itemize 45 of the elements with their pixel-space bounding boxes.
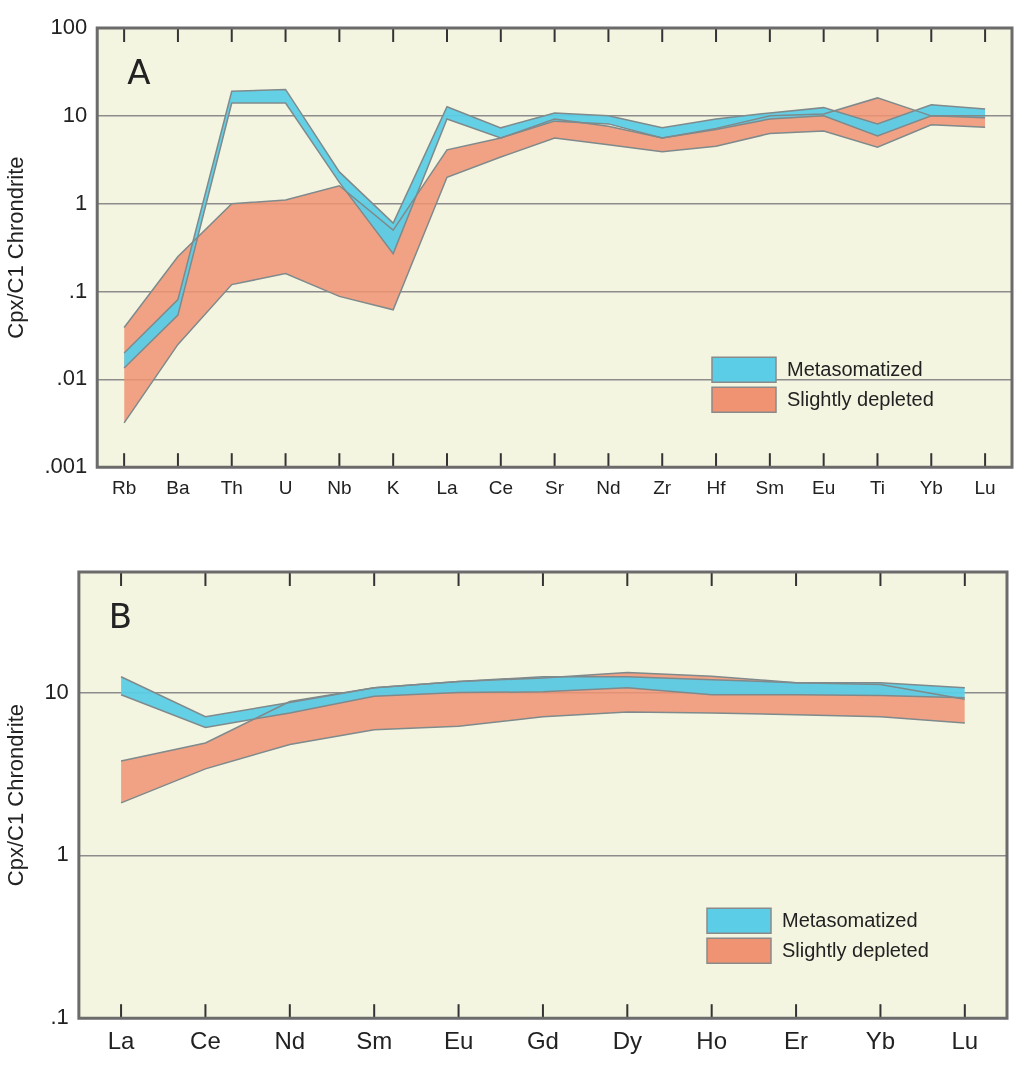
x-tick-label: Ho: [696, 1027, 728, 1055]
x-tick-label: Hf: [706, 476, 727, 498]
y-tick-label: 1: [56, 841, 69, 867]
x-tick-label: Ce: [488, 476, 513, 498]
x-tick-label: Er: [784, 1027, 809, 1055]
y-tick-label: 100: [50, 14, 88, 40]
x-tick-label: Nd: [596, 476, 621, 498]
y-axis-title: Cpx/C1 Chrondrite: [3, 704, 29, 887]
x-tick-label: Sm: [755, 476, 785, 498]
x-tick-label: Lu: [951, 1027, 979, 1055]
x-tick-label: Nb: [327, 476, 352, 498]
x-tick-label: Ce: [190, 1027, 221, 1055]
x-tick-label: Zr: [653, 476, 672, 498]
y-axis-title: Cpx/C1 Chrondrite: [3, 156, 29, 339]
x-tick-label: Lu: [974, 476, 996, 498]
x-tick-label: Dy: [612, 1027, 642, 1055]
legend-label: Slightly depleted: [782, 938, 929, 961]
x-tick-label: K: [386, 476, 400, 498]
y-tick-label: 1: [74, 189, 88, 215]
x-tick-label: Th: [220, 476, 243, 498]
x-tick-label: Eu: [812, 476, 836, 498]
x-tick-label: Ba: [166, 476, 190, 498]
y-tick-label: .001: [44, 453, 88, 479]
y-tick-label: .01: [56, 365, 88, 391]
x-tick-label: Yb: [865, 1027, 896, 1055]
x-tick-label: La: [436, 476, 458, 498]
text: A: [127, 51, 151, 92]
x-tick-label: Eu: [443, 1027, 474, 1055]
legend-label: Slightly depleted: [787, 387, 934, 410]
x-tick-label: Sm: [356, 1027, 393, 1055]
x-tick-label: Nd: [274, 1027, 306, 1055]
text: B: [108, 595, 133, 636]
x-tick-label: U: [278, 476, 293, 498]
x-tick-label: Ti: [869, 476, 886, 498]
x-tick-label: Gd: [526, 1027, 559, 1055]
x-tick-label: Sr: [545, 476, 565, 498]
y-tick-label: 10: [62, 101, 88, 127]
y-tick-label: .1: [50, 1004, 69, 1030]
x-tick-label: Yb: [919, 476, 943, 498]
x-tick-label: Rb: [111, 476, 137, 498]
x-tick-label: La: [107, 1027, 136, 1055]
y-tick-label: .1: [68, 277, 88, 303]
legend-label: Metasomatized: [782, 908, 918, 931]
y-tick-label: 10: [44, 678, 69, 704]
legend-label: Metasomatized: [787, 357, 923, 380]
